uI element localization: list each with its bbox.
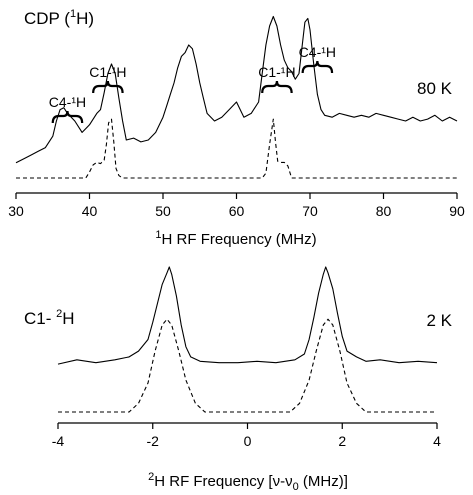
temperature-label-bottom: 2 K: [426, 311, 452, 330]
panel-label-c1-2h: C1- 2H: [24, 308, 75, 328]
x-axis-label-top: 1H RF Frequency (MHz): [155, 229, 316, 248]
x-tick-label: -4: [52, 433, 65, 449]
plot-area-top: [15, 15, 458, 179]
plot-area-bottom: [57, 266, 438, 413]
x-tick-label: 70: [302, 203, 318, 219]
experimental-spectrum-line: [57, 266, 438, 365]
peak-annotation-label: C4-¹H: [49, 94, 86, 110]
peak-annotation-label: C1-¹H: [89, 64, 126, 80]
x-tick-label: 60: [229, 203, 245, 219]
peak-brace: [261, 80, 293, 94]
deuterium-endor-panel: C1- 2H 2 K -4 -2 0 2 4 2H RF Frequency [ν-ν0…: [24, 266, 453, 493]
peak-annotation-label: C1-¹H: [258, 64, 295, 80]
x-ticks-top: 30 40 50 60 70 80 90: [8, 193, 465, 219]
x-tick-label: 4: [433, 433, 441, 449]
simulated-spectrum-line: [16, 118, 457, 179]
x-ticks-bottom: -4 -2 0 2 4: [52, 423, 441, 449]
x-tick-label: 0: [244, 433, 252, 449]
panel-label-cdp: CDP (1H): [24, 8, 94, 28]
x-tick-label: -2: [147, 433, 160, 449]
x-tick-label: 80: [376, 203, 392, 219]
simulated-spectrum-line: [58, 318, 437, 413]
x-tick-label: 90: [449, 203, 465, 219]
x-axis-label-bottom: 2H RF Frequency [ν-ν0 (MHz)]: [148, 471, 348, 493]
x-tick-label: 30: [8, 203, 24, 219]
peak-brace: [301, 60, 334, 74]
experimental-spectrum-line: [15, 15, 458, 164]
peak-annotation-label: C4-¹H: [299, 44, 336, 60]
peak-brace: [92, 80, 124, 94]
x-tick-label: 2: [338, 433, 346, 449]
peak-brace: [51, 110, 84, 124]
x-tick-label: 50: [155, 203, 171, 219]
x-tick-label: 40: [82, 203, 98, 219]
temperature-label-top: 80 K: [417, 79, 453, 98]
